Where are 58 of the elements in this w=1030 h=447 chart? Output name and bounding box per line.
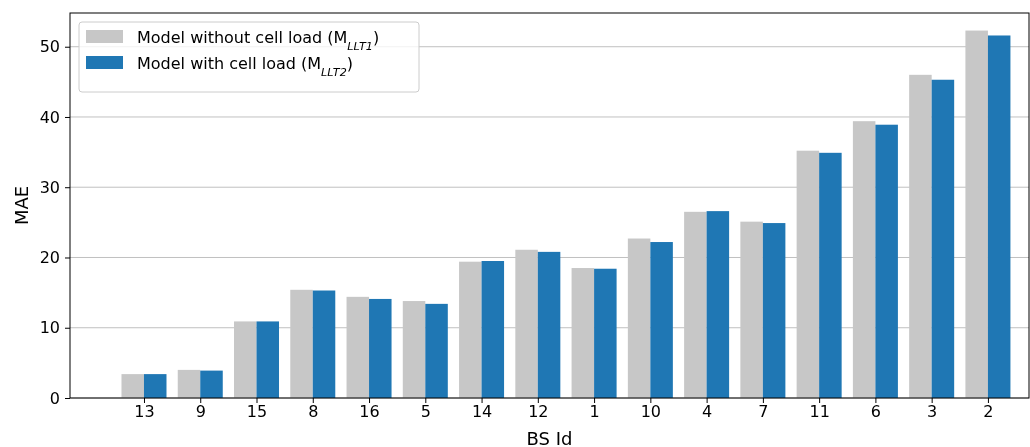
bar <box>987 35 1011 398</box>
bar <box>875 124 898 398</box>
bar <box>177 369 201 398</box>
x-tick-label: 7 <box>758 402 769 422</box>
bar <box>931 79 955 398</box>
bar <box>762 223 786 398</box>
bar <box>459 261 482 398</box>
bar <box>200 370 223 398</box>
bar <box>256 321 280 398</box>
bar <box>537 251 561 398</box>
bar <box>121 374 144 398</box>
x-tick-label: 14 <box>471 402 493 422</box>
y-tick-label: 20 <box>39 248 60 268</box>
bar <box>143 374 167 398</box>
x-tick-label: 11 <box>809 402 830 422</box>
x-tick-label: 13 <box>134 402 155 422</box>
bar <box>706 211 730 398</box>
x-tick-label: 15 <box>246 402 268 422</box>
x-tick-label: 16 <box>359 402 380 422</box>
x-axis-title: BS Id <box>526 428 573 447</box>
y-tick-label: 40 <box>39 107 60 127</box>
x-tick-label: 1 <box>589 402 600 422</box>
legend-label: Model without cell load (M$_{LLT1}$) <box>137 28 380 53</box>
y-tick-label: 50 <box>39 37 60 57</box>
bar <box>425 303 448 398</box>
y-tick-label: 10 <box>39 318 60 338</box>
bar <box>312 290 336 398</box>
bar <box>819 152 842 398</box>
x-tick-label: 12 <box>528 402 549 422</box>
bar <box>234 321 257 398</box>
x-tick-label: 3 <box>927 402 938 422</box>
y-tick-label: 0 <box>49 388 60 408</box>
bar <box>402 301 426 398</box>
x-tick-label: 6 <box>870 402 881 422</box>
legend-label: Model with cell load (M$_{LLT2}$) <box>137 54 354 79</box>
bar <box>515 249 538 398</box>
bar <box>796 150 820 398</box>
bar <box>627 238 651 398</box>
bar <box>290 289 313 398</box>
y-axis-title: MAE <box>11 185 32 226</box>
bar <box>909 74 932 398</box>
x-tick-label: 9 <box>195 402 206 422</box>
bar <box>852 121 876 398</box>
bar <box>684 211 707 398</box>
x-tick-label: 8 <box>308 402 319 422</box>
bar <box>594 268 617 398</box>
x-tick-label: 10 <box>640 402 662 422</box>
bar <box>346 296 370 398</box>
bar <box>571 268 595 398</box>
bar <box>481 261 505 398</box>
x-tick-label: 5 <box>420 402 431 422</box>
bar <box>650 242 673 398</box>
bar <box>740 221 763 398</box>
x-tick-label: 4 <box>702 402 713 422</box>
bar <box>369 298 392 398</box>
x-tick-label: 2 <box>983 402 994 422</box>
bar <box>965 30 988 398</box>
y-tick-label: 30 <box>39 177 60 197</box>
